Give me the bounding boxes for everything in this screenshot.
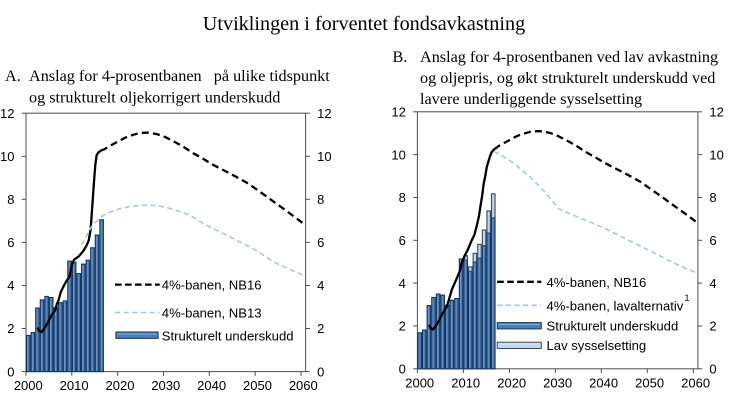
svg-text:4%-banen, NB16: 4%-banen, NB16 <box>162 277 262 292</box>
svg-text:4%-banen, NB13: 4%-banen, NB13 <box>162 305 262 320</box>
svg-text:Utviklingen i forventet fondsa: Utviklingen i forventet fondsavkastning <box>203 13 525 35</box>
svg-text:10: 10 <box>0 149 14 164</box>
svg-text:2030: 2030 <box>543 375 572 390</box>
svg-text:2040: 2040 <box>589 375 618 390</box>
svg-text:2050: 2050 <box>635 375 664 390</box>
svg-text:Lav sysselsetting: Lav sysselsetting <box>547 338 647 353</box>
svg-text:12: 12 <box>391 105 405 120</box>
svg-text:6: 6 <box>399 233 406 248</box>
svg-text:Anslag for 4-prosentbanen ved: Anslag for 4-prosentbanen ved lav avkast… <box>420 48 718 66</box>
svg-text:2: 2 <box>709 319 716 334</box>
svg-text:og oljepris, og økt strukturel: og oljepris, og økt strukturelt undersku… <box>420 69 715 87</box>
svg-text:4%-banen, lavalternativ: 4%-banen, lavalternativ <box>547 299 684 314</box>
svg-text:B.: B. <box>393 48 408 66</box>
svg-text:2060: 2060 <box>289 378 318 393</box>
svg-text:4: 4 <box>709 276 716 291</box>
svg-text:2000: 2000 <box>405 375 434 390</box>
svg-text:10: 10 <box>709 147 723 162</box>
svg-text:8: 8 <box>7 192 14 207</box>
svg-text:2060: 2060 <box>681 375 710 390</box>
svg-text:0: 0 <box>399 362 406 377</box>
svg-text:8: 8 <box>399 190 406 205</box>
svg-text:12: 12 <box>709 105 723 120</box>
svg-text:2020: 2020 <box>106 378 135 393</box>
svg-text:10: 10 <box>317 149 331 164</box>
svg-text:2: 2 <box>7 321 14 336</box>
svg-text:4: 4 <box>317 278 324 293</box>
svg-text:6: 6 <box>7 235 14 250</box>
svg-text:1: 1 <box>685 293 690 303</box>
svg-text:4: 4 <box>7 278 14 293</box>
svg-text:2030: 2030 <box>151 378 180 393</box>
svg-text:lavere underliggende sysselset: lavere underliggende sysselsetting <box>420 90 642 108</box>
svg-text:2010: 2010 <box>451 375 480 390</box>
svg-text:0: 0 <box>709 362 716 377</box>
svg-text:0: 0 <box>317 364 324 379</box>
svg-text:Anslag for 4-prosentbanen på: Anslag for 4-prosentbanen på ulike tidsp… <box>29 67 330 85</box>
svg-text:Strukturelt underskudd: Strukturelt underskudd <box>162 328 294 343</box>
svg-text:6: 6 <box>317 235 324 250</box>
svg-text:2040: 2040 <box>197 378 226 393</box>
svg-text:6: 6 <box>709 233 716 248</box>
svg-text:og strukturelt oljekorrigert u: og strukturelt oljekorrigert underskudd <box>29 89 280 107</box>
svg-text:2000: 2000 <box>14 378 43 393</box>
svg-text:2050: 2050 <box>243 378 272 393</box>
svg-text:2010: 2010 <box>60 378 89 393</box>
svg-text:0: 0 <box>7 364 14 379</box>
svg-text:Strukturelt underskudd: Strukturelt underskudd <box>547 319 679 334</box>
svg-text:A.: A. <box>5 67 21 85</box>
svg-text:4%-banen, NB16: 4%-banen, NB16 <box>547 275 647 290</box>
svg-text:2020: 2020 <box>497 375 526 390</box>
svg-text:8: 8 <box>709 190 716 205</box>
svg-text:12: 12 <box>317 106 331 121</box>
svg-text:12: 12 <box>0 106 14 121</box>
svg-text:2: 2 <box>399 319 406 334</box>
svg-text:4: 4 <box>399 276 406 291</box>
svg-text:2: 2 <box>317 321 324 336</box>
svg-text:8: 8 <box>317 192 324 207</box>
svg-text:10: 10 <box>391 147 405 162</box>
